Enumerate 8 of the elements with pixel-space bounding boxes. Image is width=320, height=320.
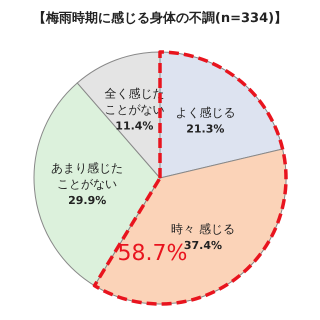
data-label: 37.4% (184, 239, 222, 252)
data-label: 11.4% (115, 120, 154, 133)
chart-title: 【梅雨時期に感じる身体の不調(n=334)】 (32, 10, 288, 26)
data-label: 21.3% (186, 122, 224, 136)
slice-label: よく感じる (175, 106, 236, 120)
slice-label: あまり感じたことがない (51, 161, 124, 192)
data-label: 29.9% (68, 194, 106, 208)
slice-label: 時々 感じる (171, 222, 235, 236)
